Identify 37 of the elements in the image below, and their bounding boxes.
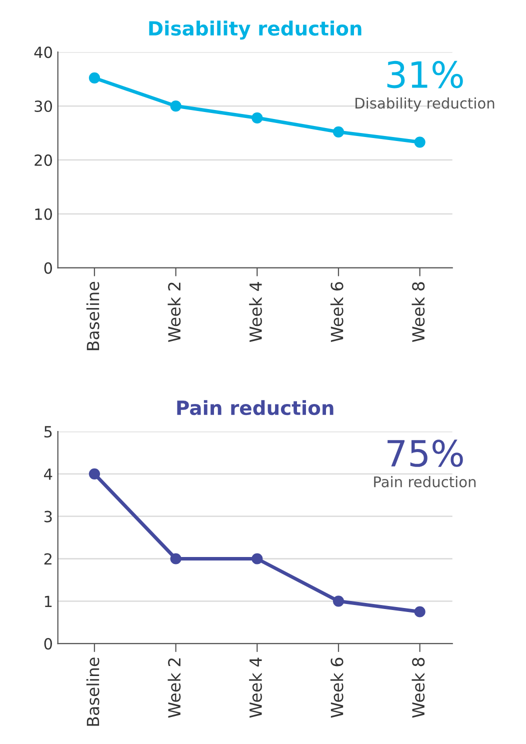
- x-tick-label: Week 2: [168, 282, 181, 342]
- x-tick-label: Week 8: [412, 658, 425, 718]
- y-tick-label: 20: [34, 154, 52, 166]
- x-tick-label: Week 8: [412, 282, 425, 342]
- x-tick-label: Week 4: [249, 658, 262, 718]
- point: [88, 468, 100, 480]
- y-tick-label: 1: [44, 596, 52, 607]
- x-tick-label: Baseline: [86, 282, 100, 350]
- point: [252, 112, 263, 124]
- point: [414, 606, 426, 618]
- point: [332, 126, 344, 138]
- annotation: 75%: [388, 440, 463, 467]
- y-tick-label: 3: [44, 510, 52, 522]
- x-tick-label: Week 4: [249, 282, 262, 342]
- x-tick-label: Week 6: [330, 282, 344, 342]
- annotation: 31%: [387, 60, 463, 88]
- y-tick-label: 40: [34, 46, 52, 58]
- point: [252, 553, 263, 564]
- chart-title: Disability reduction: [149, 20, 362, 40]
- y-tick-label: 30: [34, 100, 52, 112]
- annotation: Pain reduction: [374, 476, 476, 488]
- y-tick-label: 0: [44, 262, 52, 274]
- annotation: Disability reduction: [356, 97, 494, 112]
- point: [414, 136, 426, 148]
- y-tick-label: 2: [44, 553, 52, 565]
- y-tick-label: 0: [44, 638, 52, 650]
- y-tick-label: 10: [35, 208, 52, 220]
- point: [332, 596, 344, 607]
- point: [170, 553, 182, 564]
- y-tick-label: 4: [44, 468, 52, 480]
- point: [88, 72, 100, 84]
- x-tick-label: Week 2: [168, 658, 181, 718]
- point: [170, 100, 182, 112]
- chart-title: Pain reduction: [177, 400, 334, 416]
- y-tick-label: 5: [44, 426, 52, 438]
- x-tick-label: Baseline: [86, 658, 100, 726]
- x-tick-label: Week 6: [330, 658, 344, 718]
